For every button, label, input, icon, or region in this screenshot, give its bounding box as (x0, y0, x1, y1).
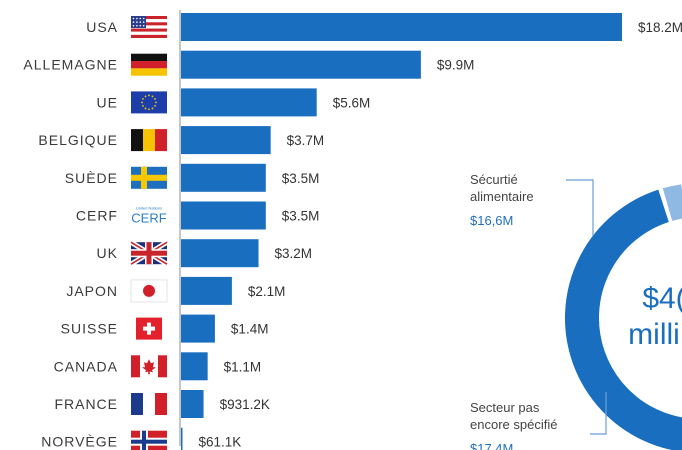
value-label: $61.1K (198, 435, 241, 450)
annotation-label: alimentaire (470, 189, 534, 204)
bar-row: SUISSE $1.4M (61, 314, 269, 343)
value-label: $3.5M (282, 171, 320, 186)
bar (181, 201, 266, 230)
bar (181, 276, 232, 305)
bar-row: ALLEMAGNE $9.9M (23, 50, 475, 79)
donut-center-amount: $4( (642, 282, 682, 315)
bar-row: CANADA $1.1M (54, 352, 262, 381)
bar (181, 50, 421, 79)
category-label: CERF (76, 208, 118, 224)
bar (181, 88, 317, 117)
belgium-flag-icon (131, 129, 167, 152)
donut-annotation-securite-alimentaire: Sécurtié alimentaire $16,6M (470, 172, 594, 236)
value-label: $1.4M (231, 322, 269, 337)
category-label: FRANCE (54, 396, 118, 412)
bar (181, 13, 622, 41)
category-label: UK (97, 245, 118, 261)
value-label: $3.7M (287, 133, 325, 148)
annotation-label: Secteur pas (470, 400, 540, 415)
value-label: $5.6M (333, 95, 371, 110)
value-label: $2.1M (248, 284, 286, 299)
bar (181, 163, 266, 192)
value-label: $18.2M (638, 20, 682, 35)
donut-annotation-secteur-non-specifie: Secteur pas encore spécifié $17,4M (470, 392, 607, 450)
donut-center-unit: milli (628, 318, 680, 351)
annotation-label: encore spécifié (470, 417, 557, 432)
bar (181, 390, 204, 418)
bar-row: FRANCE $931.2K (54, 390, 270, 418)
category-label: SUÈDE (65, 170, 118, 186)
svg-text:United Nations: United Nations (136, 206, 162, 211)
france-flag-icon (131, 393, 167, 415)
annotation-value: $16,6M (470, 213, 513, 228)
norway-flag-icon (131, 430, 167, 450)
bar-row: JAPON $2.1M (66, 276, 286, 305)
category-label: JAPON (66, 283, 118, 299)
canada-flag-icon (131, 355, 167, 378)
annotation-label: Sécurtié (470, 172, 518, 187)
donut-slice-securite-alimentaire (565, 189, 682, 450)
bar-row: BELGIQUE $3.7M (38, 126, 325, 155)
category-label: USA (86, 19, 118, 35)
bar (181, 314, 215, 343)
annotation-leader-line (590, 392, 607, 435)
category-label: ALLEMAGNE (23, 57, 118, 73)
value-label: $1.1M (224, 359, 262, 374)
value-label: $3.2M (275, 246, 313, 261)
uk-flag-icon (129, 240, 169, 267)
bar-row: UK $3.2M (97, 239, 313, 268)
category-label: UE (97, 94, 118, 110)
category-label: CANADA (54, 358, 118, 374)
value-label: $931.2K (220, 397, 270, 412)
japan-flag-icon (130, 279, 168, 303)
donut-slice-other (662, 184, 682, 221)
switzerland-flag-icon (136, 317, 162, 340)
svg-text:CERF: CERF (131, 211, 166, 226)
annotation-leader-line (566, 179, 594, 236)
value-label: $9.9M (437, 58, 475, 73)
sweden-flag-icon (131, 166, 167, 189)
bar (181, 352, 208, 381)
germany-flag-icon (131, 53, 167, 76)
category-label: SUISSE (61, 321, 118, 337)
category-label: BELGIQUE (38, 132, 118, 148)
category-label: NORVÈGE (41, 434, 118, 450)
bar (181, 427, 183, 450)
bar-row: USA $18.2M (86, 13, 682, 41)
us-flag-icon (131, 16, 167, 38)
bar-row: SUÈDE $3.5M (65, 163, 320, 192)
bar-row: NORVÈGE $61.1K (41, 427, 241, 450)
value-label: $3.5M (282, 209, 320, 224)
bar-row: UE $5.6M (97, 88, 371, 117)
annotation-value: $17,4M (470, 441, 513, 450)
eu-flag-icon (131, 91, 167, 114)
bar (181, 239, 259, 268)
bar (181, 126, 271, 155)
